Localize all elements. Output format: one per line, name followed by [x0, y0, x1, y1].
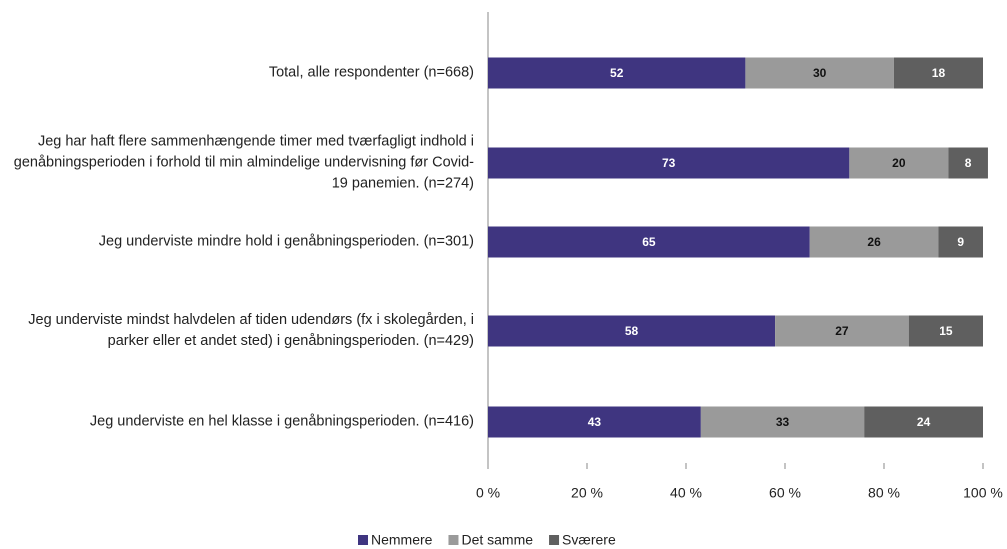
category-label: Jeg har haft flere sammenhængende timer … — [13, 133, 474, 192]
bar-segment — [809, 226, 939, 258]
legend-swatch — [549, 535, 560, 545]
category-label: Jeg underviste en hel klasse i genåbning… — [89, 413, 474, 430]
bar-segment — [700, 406, 865, 438]
data-label: 26 — [867, 235, 881, 249]
legend-label: Det samme — [461, 532, 533, 548]
bar-segment — [488, 226, 810, 258]
data-label: 9 — [957, 235, 964, 249]
bar-segment — [893, 57, 983, 89]
bar-segment — [745, 57, 894, 89]
x-tick-label: 80 % — [868, 485, 900, 501]
bar-segment — [488, 406, 701, 438]
x-tick-label: 60 % — [769, 485, 801, 501]
bar-segment — [775, 315, 909, 347]
bar-segment — [864, 406, 983, 438]
x-tick-label: 100 % — [963, 485, 1003, 501]
x-tick-label: 0 % — [476, 485, 500, 501]
data-label: 27 — [835, 324, 849, 338]
bar-segment — [488, 147, 850, 179]
bar-segment — [908, 315, 983, 347]
data-label: 18 — [932, 66, 946, 80]
data-label: 33 — [776, 415, 790, 429]
bar-segment — [849, 147, 949, 179]
data-label: 8 — [965, 156, 972, 170]
x-tick-label: 40 % — [670, 485, 702, 501]
data-label: 52 — [610, 66, 624, 80]
bar-segment — [488, 315, 776, 347]
data-label: 73 — [662, 156, 676, 170]
data-label: 58 — [625, 324, 639, 338]
data-label: 24 — [917, 415, 931, 429]
legend-label: Sværere — [562, 532, 616, 548]
data-label: 15 — [939, 324, 953, 338]
data-label: 20 — [892, 156, 906, 170]
category-label: Jeg underviste mindst halvdelen af tiden… — [28, 312, 474, 349]
data-label: 30 — [813, 66, 827, 80]
legend-swatch — [448, 535, 459, 545]
bar-segment — [948, 147, 988, 179]
data-label: 65 — [642, 235, 656, 249]
data-label: 43 — [588, 415, 602, 429]
legend-label: Nemmere — [371, 532, 433, 548]
category-label: Jeg underviste mindre hold i genåbningsp… — [98, 233, 474, 250]
category-label: Total, alle respondenter (n=668) — [268, 64, 474, 81]
bar-segment — [938, 226, 983, 258]
bar-segment — [488, 57, 746, 89]
legend-swatch — [358, 535, 368, 545]
x-tick-label: 20 % — [571, 485, 603, 501]
